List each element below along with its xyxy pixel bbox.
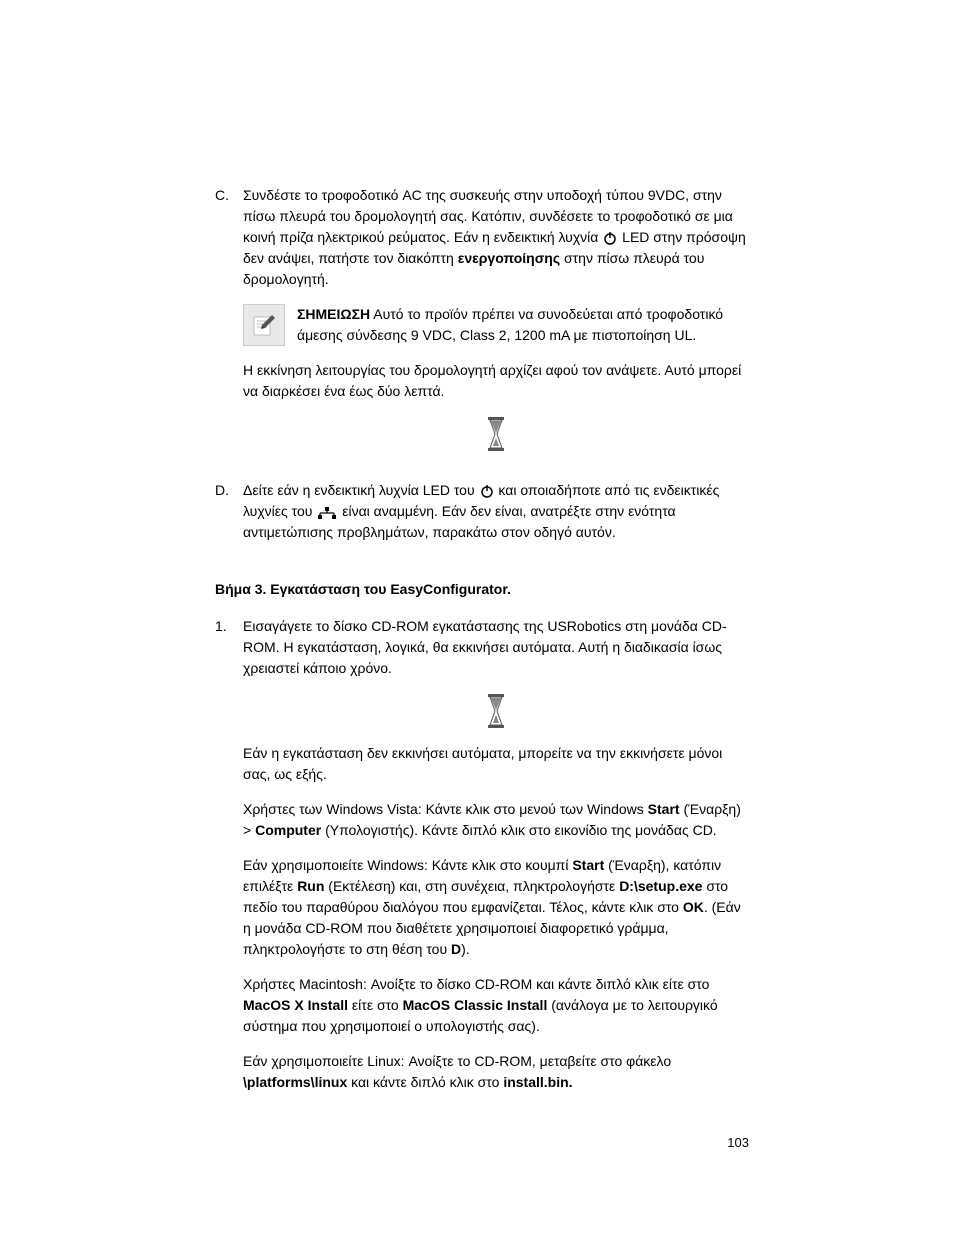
- list-marker: 1.: [215, 616, 243, 1107]
- list-body: Εισαγάγετε το δίσκο CD-ROM εγκατάστασης …: [243, 616, 749, 1107]
- list-item-d: D. Δείτε εάν η ενδεικτική λυχνία LED του…: [215, 480, 749, 557]
- paragraph: Συνδέστε το τροφοδοτικό AC της συσκευής …: [243, 185, 749, 290]
- paragraph: Η εκκίνηση λειτουργίας του δρομολογητή α…: [243, 360, 749, 402]
- list-body: Συνδέστε το τροφοδοτικό AC της συσκευής …: [243, 185, 749, 466]
- paragraph-linux: Εάν χρησιμοποιείτε Linux: Ανοίξτε το CD-…: [243, 1051, 749, 1093]
- power-icon: [602, 230, 618, 246]
- text: Δείτε εάν η ενδεικτική λυχνία LED του: [243, 482, 479, 498]
- text: είτε στο: [348, 997, 403, 1013]
- text: Εάν χρησιμοποιείτε Linux: Ανοίξτε το CD-…: [243, 1053, 671, 1069]
- bold-text: \platforms\linux: [243, 1074, 347, 1090]
- bold-text: Start: [648, 801, 680, 817]
- note-pencil-icon: [243, 304, 285, 346]
- page-number: 103: [727, 1135, 749, 1150]
- hourglass-container: [243, 416, 749, 452]
- bold-text: Start: [572, 857, 604, 873]
- page-content: C. Συνδέστε το τροφοδοτικό AC της συσκευ…: [215, 185, 749, 1107]
- note-box: ΣΗΜΕΙΩΣΗ Αυτό το προϊόν πρέπει να συνοδε…: [243, 304, 749, 346]
- list-marker: C.: [215, 185, 243, 466]
- text: Εάν χρησιμοποιείτε Windows: Κάντε κλικ σ…: [243, 857, 572, 873]
- list-item-c: C. Συνδέστε το τροφοδοτικό AC της συσκευ…: [215, 185, 749, 466]
- paragraph-mac: Χρήστες Macintosh: Ανοίξτε το δίσκο CD-R…: [243, 974, 749, 1037]
- text: Χρήστες Macintosh: Ανοίξτε το δίσκο CD-R…: [243, 976, 709, 992]
- text: και κάντε διπλό κλικ στο: [347, 1074, 503, 1090]
- paragraph: Εάν η εγκατάσταση δεν εκκινήσει αυτόματα…: [243, 743, 749, 785]
- note-label: ΣΗΜΕΙΩΣΗ: [297, 306, 370, 322]
- hourglass-container: [243, 693, 749, 729]
- bold-text: install.bin.: [503, 1074, 572, 1090]
- text: Χρήστες των Windows Vista: Κάντε κλικ στ…: [243, 801, 648, 817]
- paragraph: Εισαγάγετε το δίσκο CD-ROM εγκατάστασης …: [243, 616, 749, 679]
- list-item-1: 1. Εισαγάγετε το δίσκο CD-ROM εγκατάστασ…: [215, 616, 749, 1107]
- bold-text: ενεργοποίησης: [458, 250, 560, 266]
- bold-text: Run: [297, 878, 324, 894]
- text: (Εκτέλεση) και, στη συνέχεια, πληκτρολογ…: [324, 878, 619, 894]
- bold-text: D:\setup.exe: [619, 878, 702, 894]
- paragraph-windows: Εάν χρησιμοποιείτε Windows: Κάντε κλικ σ…: [243, 855, 749, 960]
- bold-text: D: [451, 941, 461, 957]
- note-text: ΣΗΜΕΙΩΣΗ Αυτό το προϊόν πρέπει να συνοδε…: [297, 304, 749, 346]
- bold-text: MacOS Classic Install: [403, 997, 548, 1013]
- text: (Υπολογιστής). Κάντε διπλό κλικ στο εικο…: [321, 822, 717, 838]
- network-icon: [316, 505, 338, 519]
- bold-text: MacOS X Install: [243, 997, 348, 1013]
- paragraph-vista: Χρήστες των Windows Vista: Κάντε κλικ στ…: [243, 799, 749, 841]
- list-marker: D.: [215, 480, 243, 557]
- step-heading: Βήμα 3. Εγκατάσταση του EasyConfigurator…: [215, 579, 749, 600]
- text: ).: [461, 941, 470, 957]
- paragraph: Δείτε εάν η ενδεικτική λυχνία LED του κα…: [243, 480, 749, 543]
- hourglass-icon: [486, 416, 506, 452]
- bold-text: OK: [683, 899, 704, 915]
- hourglass-icon: [486, 693, 506, 729]
- bold-text: Computer: [255, 822, 321, 838]
- power-icon: [479, 483, 495, 499]
- list-body: Δείτε εάν η ενδεικτική λυχνία LED του κα…: [243, 480, 749, 557]
